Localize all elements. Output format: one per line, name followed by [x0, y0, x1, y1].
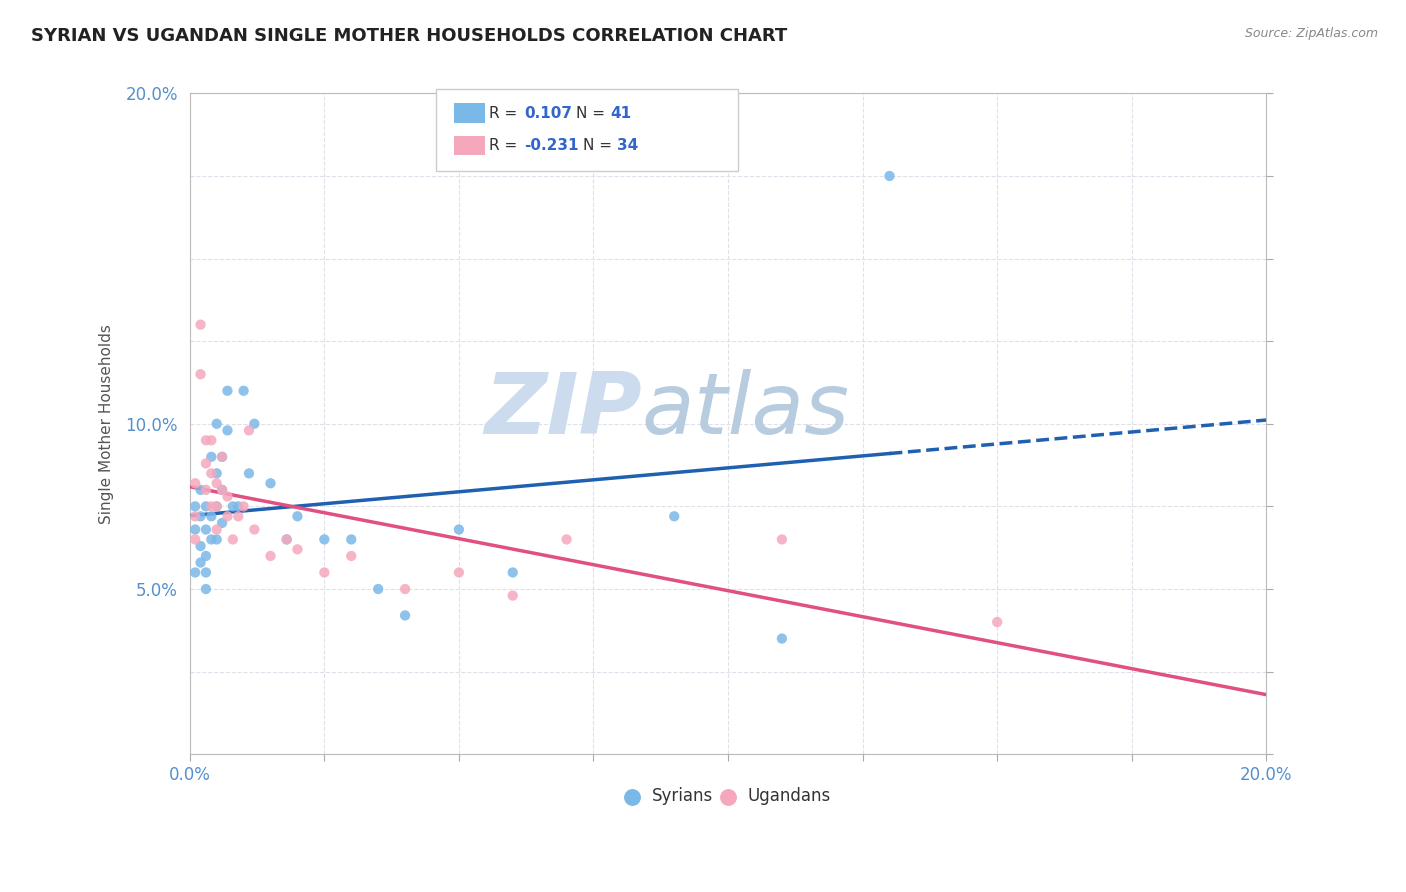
Point — [340, 549, 363, 563]
Text: N =: N = — [583, 138, 617, 153]
Point — [194, 483, 217, 497]
Text: Source: ZipAtlas.com: Source: ZipAtlas.com — [1244, 27, 1378, 40]
Point — [238, 467, 260, 481]
Point — [184, 533, 207, 547]
Text: N =: N = — [576, 106, 610, 120]
Text: -0.231: -0.231 — [524, 138, 579, 153]
Point — [211, 450, 233, 464]
Point — [340, 533, 363, 547]
Point — [194, 523, 217, 537]
Text: SYRIAN VS UGANDAN SINGLE MOTHER HOUSEHOLDS CORRELATION CHART: SYRIAN VS UGANDAN SINGLE MOTHER HOUSEHOL… — [31, 27, 787, 45]
Point — [184, 500, 207, 514]
Point — [243, 523, 266, 537]
Point — [226, 500, 249, 514]
Point — [194, 566, 217, 580]
Point — [211, 483, 233, 497]
Point — [211, 483, 233, 497]
Point — [447, 566, 470, 580]
Point — [194, 457, 217, 471]
Point — [222, 500, 245, 514]
Point — [502, 566, 524, 580]
Point — [194, 549, 217, 563]
Point — [770, 632, 793, 646]
Point — [259, 476, 281, 491]
Point — [205, 476, 228, 491]
Point — [879, 169, 901, 183]
Point — [238, 424, 260, 438]
Text: 41: 41 — [610, 106, 631, 120]
Point — [217, 490, 239, 504]
Point — [217, 424, 239, 438]
Point — [184, 566, 207, 580]
Point — [190, 509, 212, 524]
Point — [190, 368, 212, 382]
Point — [217, 509, 239, 524]
Point — [184, 509, 207, 524]
Point — [200, 509, 222, 524]
Point — [205, 467, 228, 481]
Point — [205, 523, 228, 537]
Point — [502, 589, 524, 603]
Point — [211, 450, 233, 464]
Point — [205, 500, 228, 514]
Point — [314, 566, 336, 580]
Point — [200, 450, 222, 464]
Point — [367, 582, 389, 596]
Point — [194, 582, 217, 596]
Point — [232, 500, 254, 514]
Point — [664, 509, 686, 524]
Y-axis label: Single Mother Households: Single Mother Households — [100, 324, 114, 524]
Point — [190, 483, 212, 497]
Point — [394, 608, 416, 623]
Point — [555, 533, 578, 547]
Point — [184, 523, 207, 537]
Point — [287, 509, 309, 524]
Point — [287, 542, 309, 557]
Text: atlas: atlas — [643, 369, 851, 452]
Text: ZIP: ZIP — [484, 369, 643, 452]
Point — [447, 523, 470, 537]
Text: R =: R = — [489, 138, 523, 153]
Point — [243, 417, 266, 431]
Point — [194, 500, 217, 514]
Point — [276, 533, 298, 547]
Text: 0.107: 0.107 — [524, 106, 572, 120]
Point — [200, 533, 222, 547]
Point — [276, 533, 298, 547]
Point — [194, 434, 217, 448]
Point — [190, 318, 212, 332]
Point — [770, 533, 793, 547]
Point — [217, 384, 239, 398]
Point — [205, 533, 228, 547]
Point — [200, 467, 222, 481]
Point — [222, 533, 245, 547]
Point — [190, 539, 212, 553]
Point — [200, 434, 222, 448]
Point — [184, 476, 207, 491]
Point — [211, 516, 233, 530]
Point — [986, 615, 1008, 629]
Point — [394, 582, 416, 596]
Point — [314, 533, 336, 547]
Point — [226, 509, 249, 524]
Legend: Syrians, Ugandans: Syrians, Ugandans — [619, 780, 838, 812]
Point — [205, 500, 228, 514]
Point — [259, 549, 281, 563]
Point — [232, 384, 254, 398]
Point — [200, 500, 222, 514]
Point — [190, 556, 212, 570]
Text: R =: R = — [489, 106, 523, 120]
Point — [205, 417, 228, 431]
Text: 34: 34 — [617, 138, 638, 153]
